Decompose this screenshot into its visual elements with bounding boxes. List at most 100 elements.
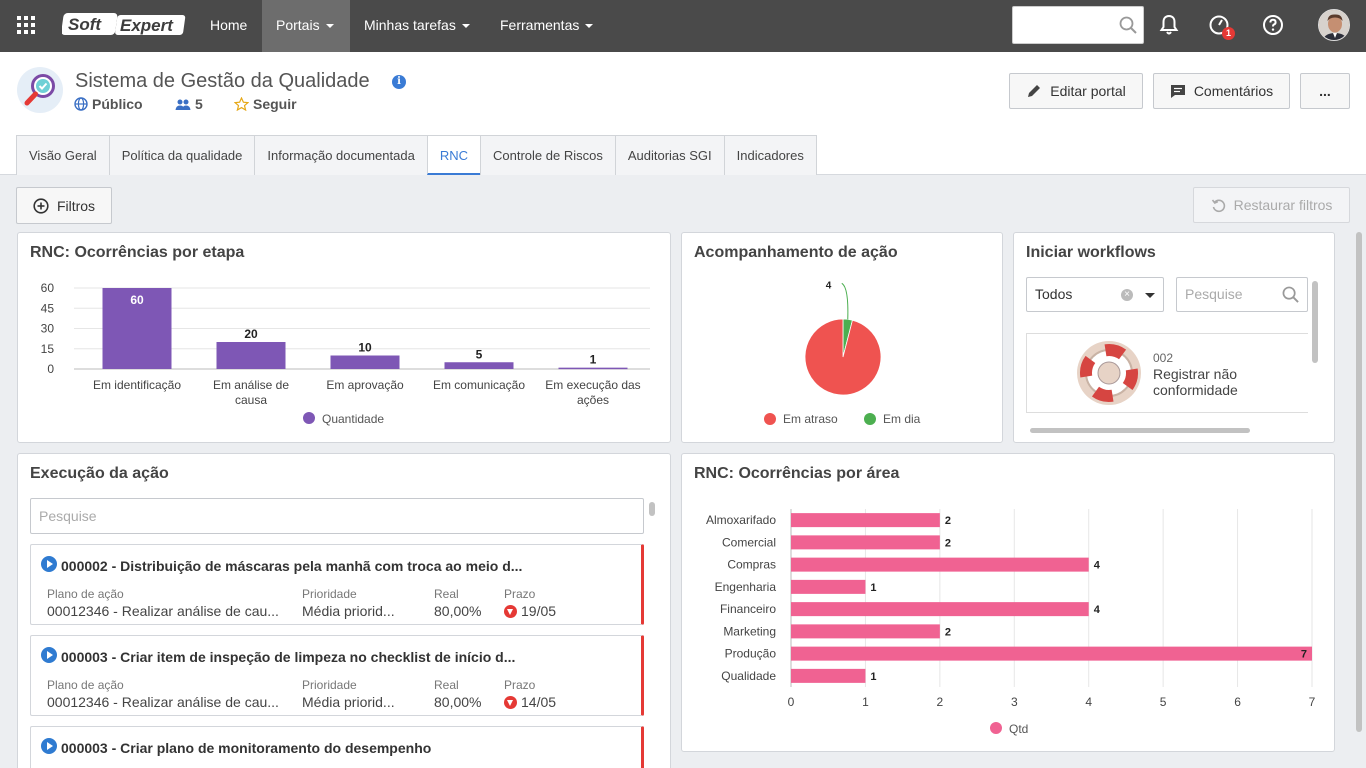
- legend-label[interactable]: Qtd: [1009, 722, 1028, 736]
- comments-label: Comentários: [1193, 83, 1274, 99]
- stage-chart-panel: RNC: Ocorrências por etapa 0 15 30 45 60 60 Em…: [17, 232, 671, 443]
- nav-item[interactable]: Minhas tarefas: [350, 0, 484, 52]
- bar[interactable]: [791, 668, 866, 683]
- globe-icon: [74, 97, 88, 111]
- play-icon[interactable]: [41, 738, 57, 754]
- priority-field-label: Prioridade: [302, 678, 357, 692]
- workflow-search-placeholder: Pesquise: [1185, 286, 1243, 302]
- bar[interactable]: [791, 535, 940, 550]
- page-scrollbar[interactable]: [1356, 232, 1362, 732]
- workflow-search-input[interactable]: Pesquise: [1176, 277, 1308, 312]
- bar[interactable]: [791, 513, 940, 528]
- nav-item[interactable]: Portais: [262, 0, 350, 52]
- x-tick-label: 0: [788, 695, 795, 709]
- tab[interactable]: Política da qualidade: [108, 135, 256, 175]
- more-options-button[interactable]: ...: [1300, 73, 1350, 109]
- members-indicator[interactable]: 5: [175, 96, 203, 112]
- bar-data-label: 10: [358, 341, 372, 355]
- legend-label[interactable]: Em dia: [883, 412, 921, 426]
- x-tick-label: Em aprovação: [326, 378, 404, 392]
- execution-search-input[interactable]: Pesquise: [30, 498, 644, 534]
- performance-gauge-icon[interactable]: 1: [1207, 13, 1235, 40]
- caret-down-icon: [585, 24, 594, 29]
- bar[interactable]: [558, 367, 628, 370]
- overdue-arrow-icon: [504, 696, 517, 709]
- restore-filters-button[interactable]: Restaurar filtros: [1193, 187, 1350, 223]
- notification-bell-icon[interactable]: [1157, 13, 1181, 37]
- notification-badge: 1: [1222, 27, 1235, 40]
- users-icon: [175, 99, 191, 110]
- task-title: 000003 - Criar item de inspeção de limpe…: [61, 649, 516, 665]
- workflow-card[interactable]: 002 Registrar não conformidade: [1026, 333, 1308, 413]
- legend-label[interactable]: Em atraso: [783, 412, 838, 426]
- tab[interactable]: Indicadores: [723, 135, 817, 175]
- play-icon[interactable]: [41, 556, 57, 572]
- bar[interactable]: [444, 362, 514, 369]
- clear-icon[interactable]: ×: [1121, 289, 1133, 301]
- bar[interactable]: [791, 579, 866, 594]
- pie-data-label: 4: [826, 280, 832, 291]
- nav-item[interactable]: Home: [196, 0, 261, 52]
- pie-slice[interactable]: [804, 318, 882, 396]
- bar-data-label: 4: [1094, 604, 1101, 616]
- tab[interactable]: Auditorias SGI: [614, 135, 725, 175]
- user-avatar[interactable]: [1318, 9, 1350, 41]
- workflow-label-line1: Registrar não: [1153, 366, 1238, 382]
- nav-item-label: Portais: [276, 17, 320, 33]
- bar-data-label: 7: [1301, 649, 1307, 661]
- legend-marker[interactable]: [990, 722, 1002, 734]
- action-tracking-title: Acompanhamento de ação: [694, 244, 898, 261]
- global-search-input[interactable]: [1012, 6, 1144, 44]
- bar[interactable]: [791, 624, 940, 639]
- legend-marker[interactable]: [864, 413, 876, 425]
- x-tick-label: 5: [1160, 695, 1167, 709]
- tab[interactable]: Visão Geral: [16, 135, 110, 175]
- follow-label: Seguir: [253, 96, 297, 112]
- task-card[interactable]: 000002 - Distribuição de máscaras pela m…: [30, 544, 644, 625]
- x-tick-label: Em execução das: [545, 378, 640, 392]
- bar[interactable]: [330, 355, 400, 370]
- legend-marker[interactable]: [303, 412, 315, 424]
- portal-title: Sistema de Gestão da Qualidade: [75, 70, 370, 92]
- workflow-type-value: Todos: [1035, 286, 1073, 302]
- bar[interactable]: [102, 288, 172, 369]
- priority-field-label: Prioridade: [302, 587, 357, 601]
- x-tick-label: 1: [862, 695, 869, 709]
- legend-marker[interactable]: [764, 413, 776, 425]
- task-card[interactable]: 000003 - Criar item de inspeção de limpe…: [30, 635, 644, 716]
- workflow-vertical-scrollbar[interactable]: [1312, 281, 1318, 363]
- legend-label[interactable]: Quantidade: [322, 412, 384, 426]
- edit-portal-button[interactable]: Editar portal: [1009, 73, 1143, 109]
- x-tick-label: causa: [235, 393, 267, 407]
- filters-button[interactable]: Filtros: [16, 187, 112, 224]
- workflow-horizontal-scrollbar[interactable]: [1030, 428, 1250, 433]
- deadline-date: 14/05: [521, 694, 557, 710]
- info-icon[interactable]: i: [392, 75, 406, 89]
- bar[interactable]: [791, 646, 1312, 661]
- softexpert-logo[interactable]: Soft Expert: [62, 12, 188, 38]
- follow-button[interactable]: Seguir: [234, 96, 297, 112]
- workflow-type-select[interactable]: Todos ×: [1026, 277, 1164, 312]
- play-icon[interactable]: [41, 647, 57, 663]
- bar[interactable]: [216, 342, 286, 369]
- help-icon[interactable]: [1261, 13, 1285, 37]
- y-tick-label: 15: [41, 342, 55, 356]
- comments-button[interactable]: Comentários: [1153, 73, 1290, 109]
- y-tick-label: 60: [41, 281, 55, 295]
- bar-data-label: 5: [476, 347, 483, 361]
- tab[interactable]: RNC: [426, 135, 481, 175]
- workflow-code: 002: [1153, 351, 1174, 365]
- visibility-label: Público: [92, 96, 143, 112]
- bar-data-label: 2: [945, 537, 951, 549]
- tab[interactable]: Informação documentada: [254, 135, 428, 175]
- lifebuoy-icon: [1077, 341, 1141, 405]
- chevron-down-icon[interactable]: [1145, 293, 1155, 298]
- bar[interactable]: [791, 602, 1089, 617]
- task-card[interactable]: 000003 - Criar plano de monitoramento do…: [30, 726, 644, 768]
- tab[interactable]: Controle de Riscos: [480, 135, 616, 175]
- bar[interactable]: [791, 557, 1089, 572]
- pencil-icon: [1028, 85, 1041, 97]
- execution-scrollbar[interactable]: [649, 502, 655, 516]
- app-grid-icon[interactable]: [17, 16, 35, 34]
- nav-item[interactable]: Ferramentas: [486, 0, 607, 52]
